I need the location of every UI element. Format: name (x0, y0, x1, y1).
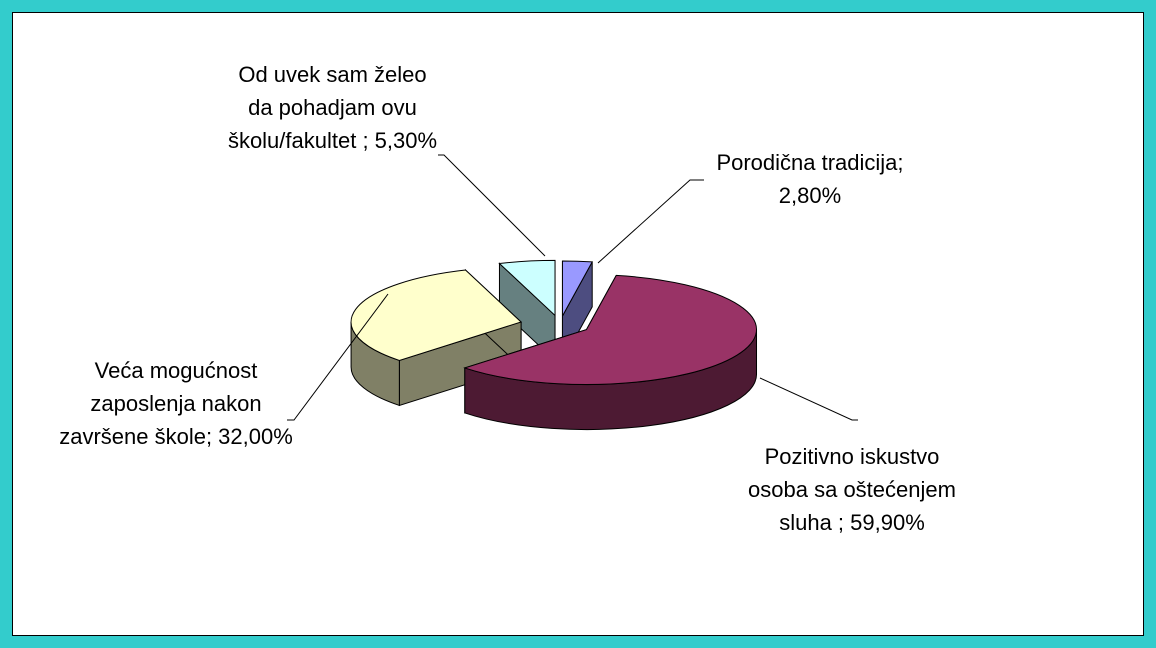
slice-label: Porodična tradicija; 2,80% (716, 150, 904, 208)
slice-top (498, 259, 556, 317)
slice-label: Pozitivno iskustvo osoba sa oštećenjem s… (748, 444, 956, 535)
slice-top (463, 274, 758, 386)
pie-slice (350, 268, 523, 407)
leader-line (597, 179, 704, 264)
leader-line (759, 377, 858, 421)
slice-top (561, 260, 594, 317)
slice-top (350, 269, 523, 361)
pie-slice (463, 274, 758, 431)
slice-label: Od uvek sam želeo da pohadjam ovu školu/… (227, 62, 438, 153)
leader-line (438, 154, 546, 257)
slice-label: Veća mogućnost zaposlenja nakon završene… (59, 358, 293, 449)
leader-line (287, 293, 389, 421)
leader-lines (287, 154, 858, 421)
